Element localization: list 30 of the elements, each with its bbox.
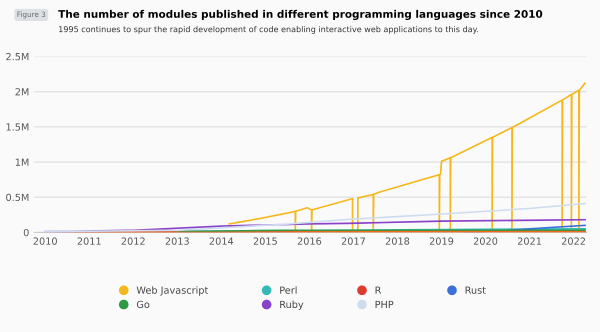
y-tick-label: 0: [24, 228, 29, 236]
x-tick-label: 2012: [122, 237, 145, 245]
line-series: [44, 202, 586, 232]
x-tick-label: 2010: [34, 237, 57, 245]
x-tick-label: 2018: [386, 237, 410, 245]
chart-subtitle: 1995 continues to spur the rapid development of code enabling interactive web applications to this day.: [59, 26, 478, 34]
x-tick-label: 2015: [254, 237, 277, 245]
x-tick-label: 2011: [78, 237, 101, 245]
legend-label: PHP: [376, 300, 394, 308]
legend-label: Rust: [466, 286, 486, 294]
legend-label: Web Javascript: [136, 286, 208, 296]
y-tick-label: 1M: [16, 158, 28, 166]
y-tick-label: 0.5M: [6, 194, 28, 202]
x-tick-label: 2022: [562, 237, 585, 245]
x-tick-label: 2021: [518, 237, 542, 245]
x-tick-label: 2020: [474, 237, 498, 245]
x-tick-label: 2019: [430, 237, 454, 245]
legend-label: Ruby: [280, 300, 304, 310]
y-tick-label: 2.5M: [6, 52, 28, 60]
y-tick-label: 1.5M: [6, 123, 28, 131]
y-tick-label: 2M: [15, 88, 28, 96]
legend-label: Perl: [280, 286, 297, 294]
x-tick-label: 2013: [166, 237, 189, 245]
legend-label: R: [376, 286, 382, 294]
legend-label: Go: [136, 300, 150, 308]
x-tick-label: 2014: [210, 237, 234, 245]
line-series: [228, 82, 586, 232]
x-tick-label: 2017: [342, 237, 365, 245]
x-tick-label: 2016: [298, 237, 322, 245]
chart-title: The number of modules published in different programming languages since 2010: [58, 10, 542, 20]
